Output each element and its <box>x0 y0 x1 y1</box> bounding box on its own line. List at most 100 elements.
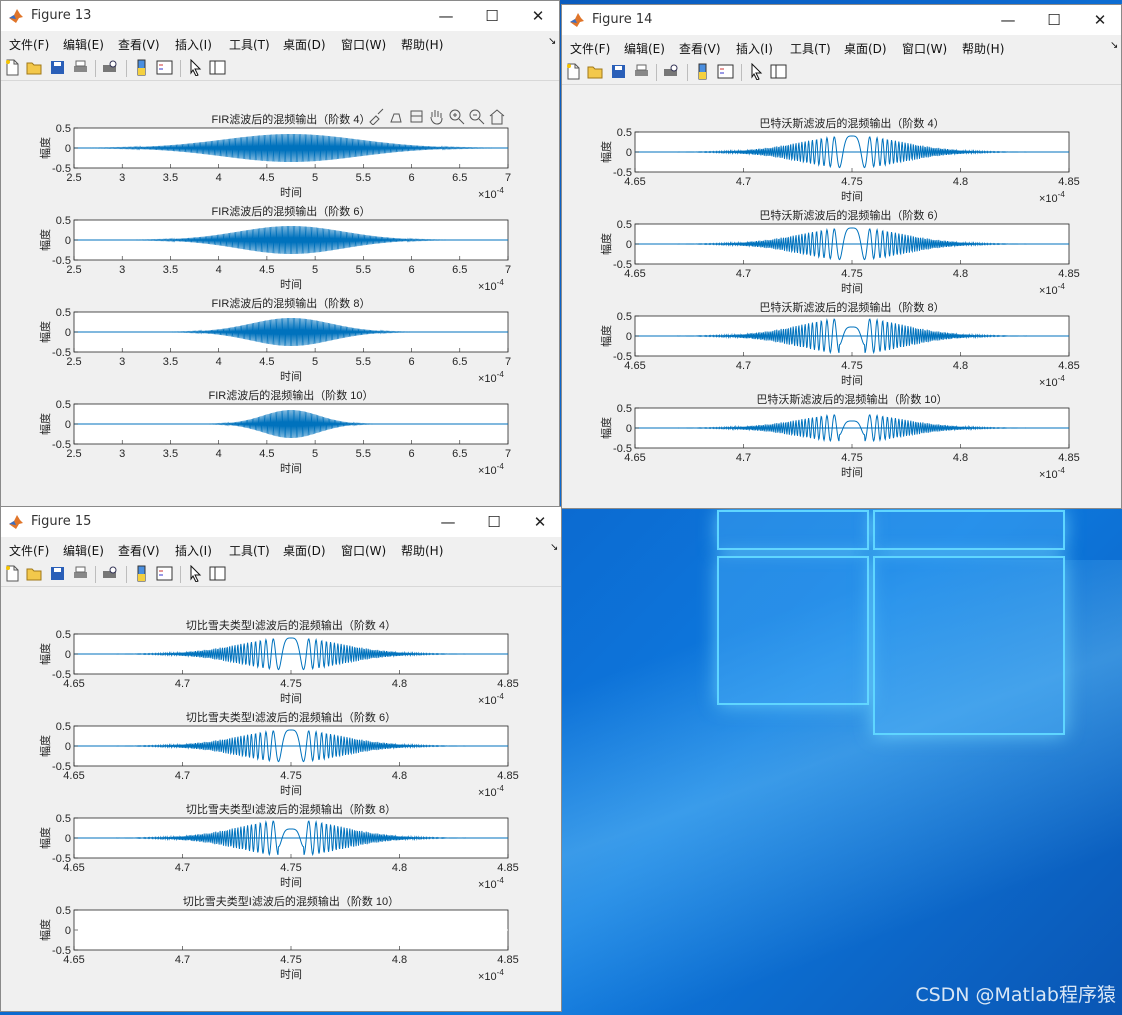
title-bar[interactable]: Figure 13 — ☐ ✕ <box>1 1 559 31</box>
pointer-icon[interactable] <box>748 62 765 81</box>
menu-item[interactable]: 工具(T) <box>229 38 270 52</box>
menu-overflow-icon[interactable]: ↘ <box>1110 40 1119 51</box>
menu-item[interactable]: 桌面(D) <box>844 42 887 56</box>
y-tick-label: 0 <box>626 239 632 251</box>
title-bar[interactable]: Figure 15 — ☐ ✕ <box>1 507 561 537</box>
menu-item[interactable]: 帮助(H) <box>401 544 444 558</box>
subplot[interactable]: 切比雪夫类型I滤波后的混频输出（阶数 10） 0.5 0 -0.5幅度 4.65 4.7 4… <box>38 894 519 983</box>
close-icon[interactable]: ✕ <box>1093 11 1107 29</box>
y-tick-label: 0 <box>626 331 632 343</box>
legend-icon[interactable] <box>156 565 173 582</box>
menu-item[interactable]: 插入(I) <box>175 544 212 558</box>
menu-overflow-icon[interactable]: ↘ <box>548 36 557 47</box>
zoom-in-icon[interactable] <box>448 108 465 125</box>
menu-item[interactable]: 窗口(W) <box>341 38 387 52</box>
subplot[interactable]: 巴特沃斯滤波后的混频输出（阶数 8） 0.5 0 -0.5幅度 4.65 4.7 4.75 4… <box>599 300 1080 389</box>
subplot[interactable]: FIR滤波后的混频输出（阶数 6） 0.5 0 -0.5幅度 2.5 3 3.5 4 4.5 5 5… <box>38 204 511 293</box>
x-tick-label: 4.85 <box>497 678 518 690</box>
minimize-icon[interactable]: — <box>440 513 456 531</box>
menu-item[interactable]: 编辑(E) <box>63 38 104 52</box>
x-tick-label: 4.5 <box>259 356 274 368</box>
menu-item[interactable]: 桌面(D) <box>283 38 326 52</box>
menu-item[interactable]: 插入(I) <box>736 42 773 56</box>
open-folder-icon[interactable] <box>587 63 604 80</box>
print-preview-icon[interactable] <box>102 59 119 76</box>
subplot[interactable]: FIR滤波后的混频输出（阶数 4） 0.5 0 -0.5幅度 2.5 3 3.5 4 4.5 5 5… <box>38 112 511 201</box>
menu-item[interactable]: 查看(V) <box>679 42 721 56</box>
save-icon[interactable] <box>610 63 627 80</box>
subplot[interactable]: 巴特沃斯滤波后的混频输出（阶数 6） 0.5 0 -0.5幅度 4.65 4.7 4.75 4… <box>599 208 1080 297</box>
zoom-out-icon[interactable] <box>468 108 485 125</box>
menu-item[interactable]: 文件(F) <box>9 38 50 52</box>
pointer-icon[interactable] <box>187 564 204 583</box>
rotate-icon[interactable] <box>408 108 425 125</box>
legend-icon[interactable] <box>156 59 173 76</box>
subplot[interactable]: 切比雪夫类型I滤波后的混频输出（阶数 4） 0.5 0 -0.5幅度 4.65 4.7 4.… <box>38 618 519 707</box>
save-icon[interactable] <box>49 59 66 76</box>
x-tick-label: 3.5 <box>163 264 178 276</box>
minimize-icon[interactable]: — <box>1000 11 1016 29</box>
property-inspector-icon[interactable] <box>209 565 226 582</box>
subplot[interactable]: FIR滤波后的混频输出（阶数 10） 0.5 0 -0.5幅度 2.5 3 3.5 4 4.5 5… <box>38 388 511 477</box>
new-file-icon[interactable] <box>4 565 21 582</box>
print-icon[interactable] <box>72 565 89 582</box>
new-file-icon[interactable] <box>4 59 21 76</box>
property-inspector-icon[interactable] <box>770 63 787 80</box>
x-tick-label: 4.7 <box>175 770 190 782</box>
print-icon[interactable] <box>72 59 89 76</box>
subplot[interactable]: 巴特沃斯滤波后的混频输出（阶数 10） 0.5 0 -0.5幅度 4.65 4.7 4.75… <box>599 392 1080 481</box>
legend-icon[interactable] <box>717 63 734 80</box>
close-icon[interactable]: ✕ <box>531 7 545 25</box>
data-tips-icon[interactable] <box>388 108 405 125</box>
menu-item[interactable]: 帮助(H) <box>401 38 444 52</box>
menu-item[interactable]: 文件(F) <box>570 42 611 56</box>
menu-item[interactable]: 窗口(W) <box>902 42 948 56</box>
maximize-icon[interactable]: ☐ <box>1047 11 1061 29</box>
x-exponent-label: ×10-4 <box>478 186 504 201</box>
property-inspector-icon[interactable] <box>209 59 226 76</box>
subplot[interactable]: 切比雪夫类型I滤波后的混频输出（阶数 8） 0.5 0 -0.5幅度 4.65 4.7 4.… <box>38 802 519 891</box>
print-icon[interactable] <box>633 63 650 80</box>
subplot[interactable]: 巴特沃斯滤波后的混频输出（阶数 4） 0.5 0 -0.5幅度 4.65 4.7 4.75 4… <box>599 116 1080 205</box>
maximize-icon[interactable]: ☐ <box>487 513 501 531</box>
menu-item[interactable]: 文件(F) <box>9 544 50 558</box>
pointer-icon[interactable] <box>187 58 204 77</box>
figure-window[interactable]: Figure 15 — ☐ ✕ 文件(F) 编辑(E) 查看(V) 插入(I) 工具(T) 桌面(… <box>0 506 562 1012</box>
menu-item[interactable]: 帮助(H) <box>962 42 1005 56</box>
colorbar-icon[interactable] <box>133 59 150 76</box>
brush-icon[interactable] <box>368 108 385 126</box>
minimize-icon[interactable]: — <box>438 7 454 25</box>
menu-overflow-icon[interactable]: ↘ <box>550 542 559 553</box>
menu-item[interactable]: 窗口(W) <box>341 544 387 558</box>
menu-item[interactable]: 插入(I) <box>175 38 212 52</box>
y-axis-label: 幅度 <box>38 413 52 435</box>
save-icon[interactable] <box>49 565 66 582</box>
colorbar-icon[interactable] <box>133 565 150 582</box>
menu-item[interactable]: 查看(V) <box>118 38 160 52</box>
menu-item[interactable]: 编辑(E) <box>624 42 665 56</box>
y-tick-label: 0 <box>65 925 71 937</box>
pan-hand-icon[interactable] <box>428 108 445 125</box>
print-preview-icon[interactable] <box>102 565 119 582</box>
menu-item[interactable]: 查看(V) <box>118 544 160 558</box>
print-preview-icon[interactable] <box>663 63 680 80</box>
menu-item[interactable]: 工具(T) <box>790 42 831 56</box>
home-icon[interactable] <box>488 108 505 125</box>
menu-item[interactable]: 桌面(D) <box>283 544 326 558</box>
figure-window[interactable]: Figure 13 — ☐ ✕ 文件(F) 编辑(E) 查看(V) 插入(I) 工具(T) 桌面(… <box>0 0 560 507</box>
open-folder-icon[interactable] <box>26 565 43 582</box>
colorbar-icon[interactable] <box>694 63 711 80</box>
close-icon[interactable]: ✕ <box>533 513 547 531</box>
menu-item[interactable]: 编辑(E) <box>63 544 104 558</box>
maximize-icon[interactable]: ☐ <box>485 7 499 25</box>
menu-item[interactable]: 工具(T) <box>229 544 270 558</box>
subplot[interactable]: 切比雪夫类型I滤波后的混频输出（阶数 6） 0.5 0 -0.5幅度 4.65 4.7 4.… <box>38 710 519 799</box>
new-file-icon[interactable] <box>565 63 582 80</box>
open-folder-icon[interactable] <box>26 59 43 76</box>
figure-window[interactable]: Figure 14 — ☐ ✕ 文件(F) 编辑(E) 查看(V) 插入(I) 工具(T) 桌面(… <box>561 4 1122 509</box>
title-bar[interactable]: Figure 14 — ☐ ✕ <box>562 5 1121 35</box>
subplot[interactable]: FIR滤波后的混频输出（阶数 8） 0.5 0 -0.5幅度 2.5 3 3.5 4 4.5 5 5… <box>38 296 511 385</box>
